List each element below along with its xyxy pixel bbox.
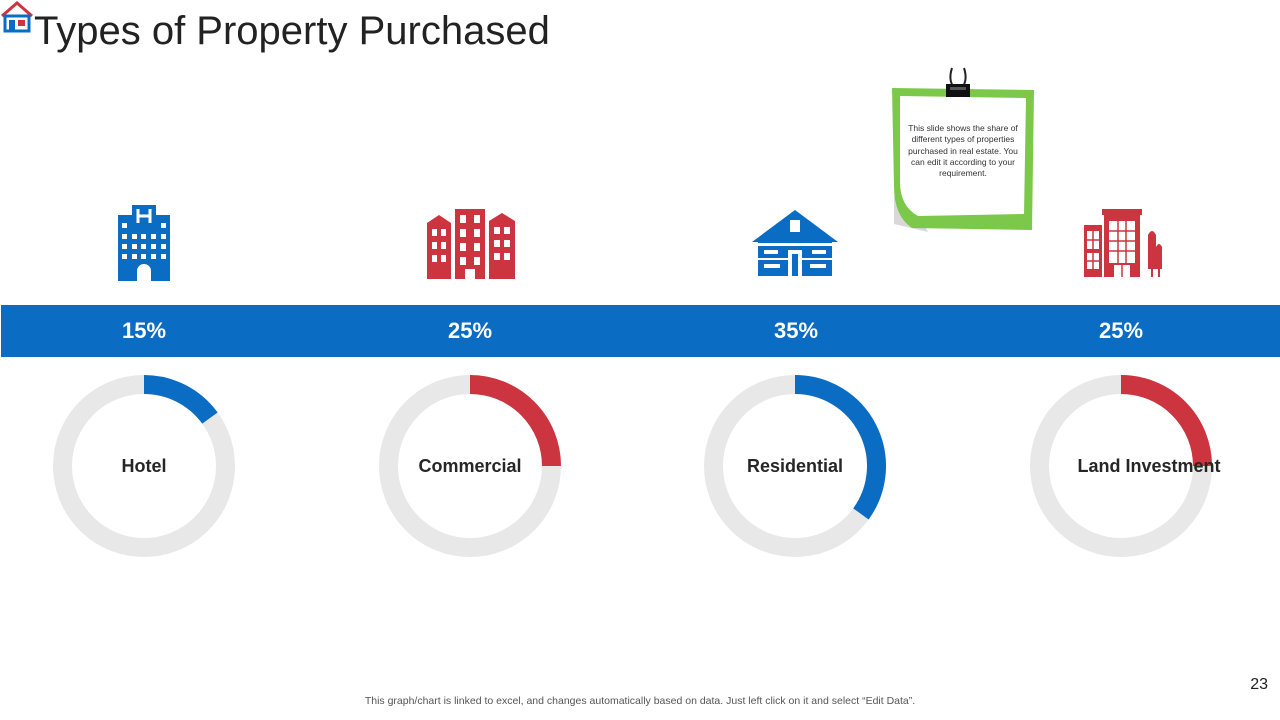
percentage-label-land-investment: 25% (1098, 318, 1144, 343)
page-number: 23 (1250, 676, 1268, 693)
donut-chart-land-investment: Land Investment (1030, 375, 1221, 557)
note-text: This slide shows the share of different … (908, 123, 1018, 179)
donut-chart-residential: Residential (704, 375, 886, 557)
hotel-building-icon (118, 205, 170, 281)
percentage-label-commercial: 25% (447, 318, 493, 343)
percentage-band (1, 305, 1280, 357)
house-logo-icon (1, 1, 33, 33)
donut-segment-land-investment (1120, 375, 1212, 467)
binder-clip-icon (946, 67, 970, 97)
category-label-hotel: Hotel (121, 455, 167, 476)
footer-note: This graph/chart is linked to excel, and… (364, 695, 916, 707)
percentage-label-hotel: 15% (121, 318, 167, 343)
donut-chart-commercial: Commercial (379, 375, 561, 557)
land-investment-building-icon (1084, 209, 1162, 277)
donut-segment-commercial (469, 375, 561, 467)
category-label-land-investment: Land Investment (1077, 455, 1221, 476)
sticky-note (892, 67, 1034, 232)
donut-chart-hotel: Hotel (53, 375, 235, 557)
commercial-buildings-icon (427, 209, 515, 279)
category-label-residential: Residential (746, 455, 844, 476)
residential-house-icon (752, 210, 838, 276)
donut-segment-hotel (143, 375, 218, 424)
page-title: Types of Property Purchased (34, 9, 550, 53)
percentage-label-residential: 35% (773, 318, 819, 343)
category-label-commercial: Commercial (418, 455, 522, 476)
donut-segment-residential (794, 375, 886, 520)
